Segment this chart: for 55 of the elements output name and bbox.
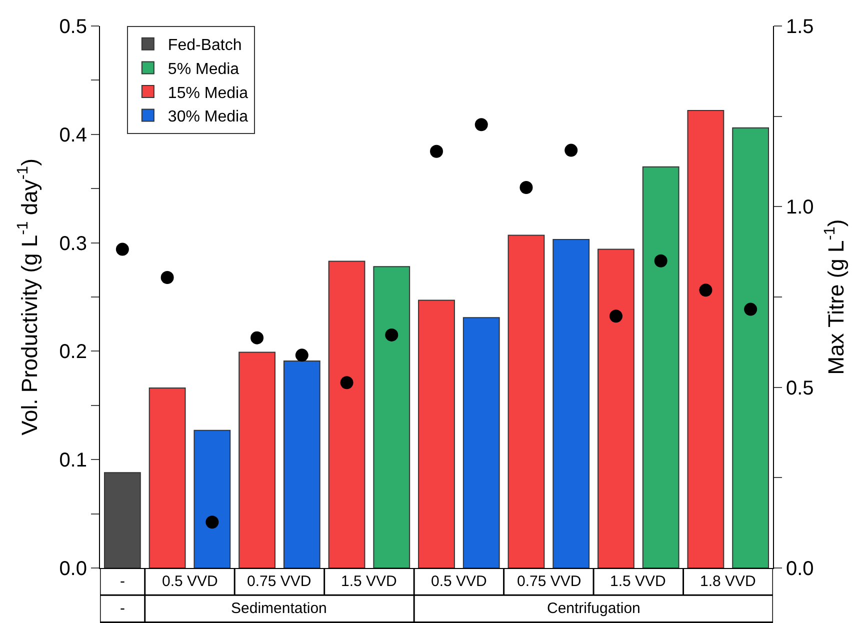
- text: 0.75 VVD: [247, 573, 312, 590]
- point: [160, 270, 174, 284]
- y-tick-label: 0.4: [59, 124, 87, 146]
- bar: [732, 127, 770, 568]
- y2-tick-label: 0.5: [786, 377, 814, 400]
- y-tick-label: 0.0: [59, 558, 87, 580]
- text: 1.5 VVD: [610, 573, 666, 590]
- bar: [283, 360, 320, 568]
- bar: [104, 472, 141, 568]
- text: 1.5 VVD: [341, 573, 398, 590]
- bar: [552, 239, 590, 568]
- bar: [194, 430, 231, 568]
- point: [295, 348, 308, 362]
- bar: [462, 317, 500, 568]
- text: 0.5 VVD: [162, 573, 218, 590]
- point: [564, 144, 578, 157]
- y-tick-label: 0.3: [59, 232, 87, 255]
- legend-label: 30% Media: [168, 108, 248, 126]
- point: [654, 254, 668, 268]
- legend-label: Fed-Batch: [168, 37, 242, 54]
- y-tick-label: 0.1: [59, 450, 87, 472]
- point: [744, 302, 758, 316]
- y2-tick-label: 0.0: [786, 558, 814, 580]
- text: 0.75 VVD: [517, 573, 582, 590]
- y-tick-label: 0.5: [59, 16, 87, 38]
- bar: [418, 300, 455, 568]
- point: [250, 331, 264, 344]
- text: -: [120, 600, 125, 617]
- bar: [373, 266, 410, 568]
- text: 1.8 VVD: [700, 573, 756, 590]
- bar: [598, 248, 634, 568]
- point: [430, 144, 443, 158]
- text: Sedimentation: [231, 600, 327, 617]
- point: [340, 376, 354, 390]
- bar: [328, 260, 366, 568]
- point: [609, 310, 622, 323]
- y2-tick-label: 1.0: [786, 196, 814, 219]
- legend-label: 15% Media: [168, 84, 248, 102]
- text: 0.5 VVD: [431, 573, 488, 590]
- point: [474, 118, 488, 132]
- point: [206, 516, 219, 529]
- point: [699, 284, 712, 297]
- legend-label: 5% Media: [168, 60, 240, 78]
- bar: [508, 234, 545, 568]
- y2-tick-label: 1.5: [786, 16, 814, 38]
- bar: [238, 352, 276, 568]
- bar: [148, 388, 186, 568]
- point: [116, 242, 129, 256]
- y-tick-label: 0.2: [59, 341, 87, 364]
- text: -: [120, 573, 125, 590]
- point: [385, 328, 398, 342]
- text: Centrifugation: [547, 600, 640, 617]
- bar: [687, 110, 724, 568]
- point: [520, 181, 533, 194]
- bar: [642, 166, 680, 568]
